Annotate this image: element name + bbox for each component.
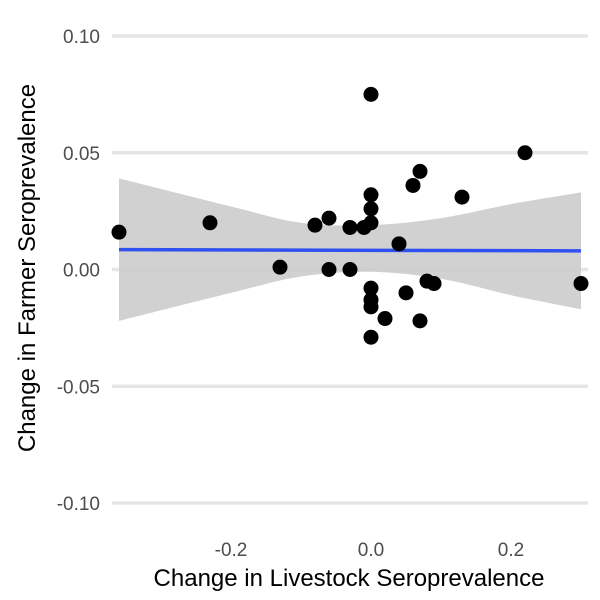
data-point [111, 224, 127, 240]
y-axis-title: Change in Farmer Seroprevalence [14, 84, 41, 452]
x-axis-title: Change in Livestock Seroprevalence [154, 565, 545, 592]
data-point [363, 201, 379, 217]
y-tick-label: 0.00 [63, 261, 100, 282]
data-point [405, 177, 421, 193]
y-tick-label: -0.05 [57, 377, 100, 398]
y-axis-tick-labels: 0.10 0.05 0.00 -0.05 -0.10 [57, 27, 100, 515]
y-tick-label: 0.05 [63, 144, 100, 165]
data-point [454, 189, 470, 205]
data-points [111, 86, 589, 345]
data-point [321, 262, 337, 277]
data-point [517, 145, 533, 161]
y-tick-label: -0.10 [57, 494, 100, 515]
data-point [363, 280, 379, 296]
data-point [412, 163, 428, 179]
x-tick-label: 0.0 [358, 540, 384, 561]
data-point [363, 299, 379, 315]
data-point [202, 215, 218, 231]
x-axis-tick-labels: -0.2 0.0 0.2 [215, 540, 525, 561]
data-point [321, 210, 337, 226]
data-point [272, 259, 288, 275]
data-point [398, 285, 414, 301]
data-point [363, 329, 379, 345]
data-point [342, 219, 358, 235]
x-tick-label: 0.2 [498, 540, 524, 561]
data-point [377, 311, 393, 327]
data-point [412, 313, 428, 329]
data-point [363, 215, 379, 231]
y-tick-label: 0.10 [63, 27, 100, 48]
data-point [307, 217, 323, 233]
data-point [342, 262, 358, 277]
data-point [363, 86, 379, 102]
data-point [363, 187, 379, 203]
regression-line [118, 247, 582, 253]
data-point [426, 276, 442, 292]
data-point [573, 276, 589, 292]
data-point [391, 236, 407, 252]
x-tick-label: -0.2 [215, 540, 248, 561]
fit-line-layer [118, 247, 582, 253]
